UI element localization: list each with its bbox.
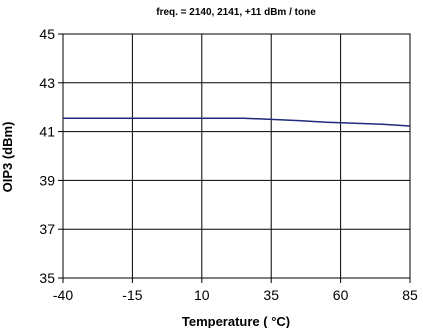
oip3-series-line	[63, 117, 411, 127]
x-tick-label: -15	[122, 287, 142, 303]
x-axis-label: Temperature ( °C)	[182, 314, 290, 328]
x-tick-label: 35	[263, 287, 279, 303]
y-tick-label: 35	[39, 270, 55, 286]
chart-title: freq. = 2140, 2141, +11 dBm / tone	[156, 7, 316, 18]
x-tick-label: 10	[194, 287, 210, 303]
plot-frame	[62, 33, 411, 279]
y-tick-label: 39	[39, 172, 55, 188]
plot-grid	[58, 33, 411, 283]
y-tick-label: 43	[39, 75, 55, 91]
x-tick-label: 85	[402, 287, 418, 303]
y-tick-label: 37	[39, 221, 55, 237]
y-tick-label: 45	[39, 26, 55, 42]
x-tick-label: -40	[53, 287, 73, 303]
series-group	[63, 117, 411, 127]
y-axis-label: OIP3 (dBm)	[0, 122, 15, 193]
y-tick-label: 41	[39, 124, 55, 140]
x-tick-label: 60	[333, 287, 349, 303]
